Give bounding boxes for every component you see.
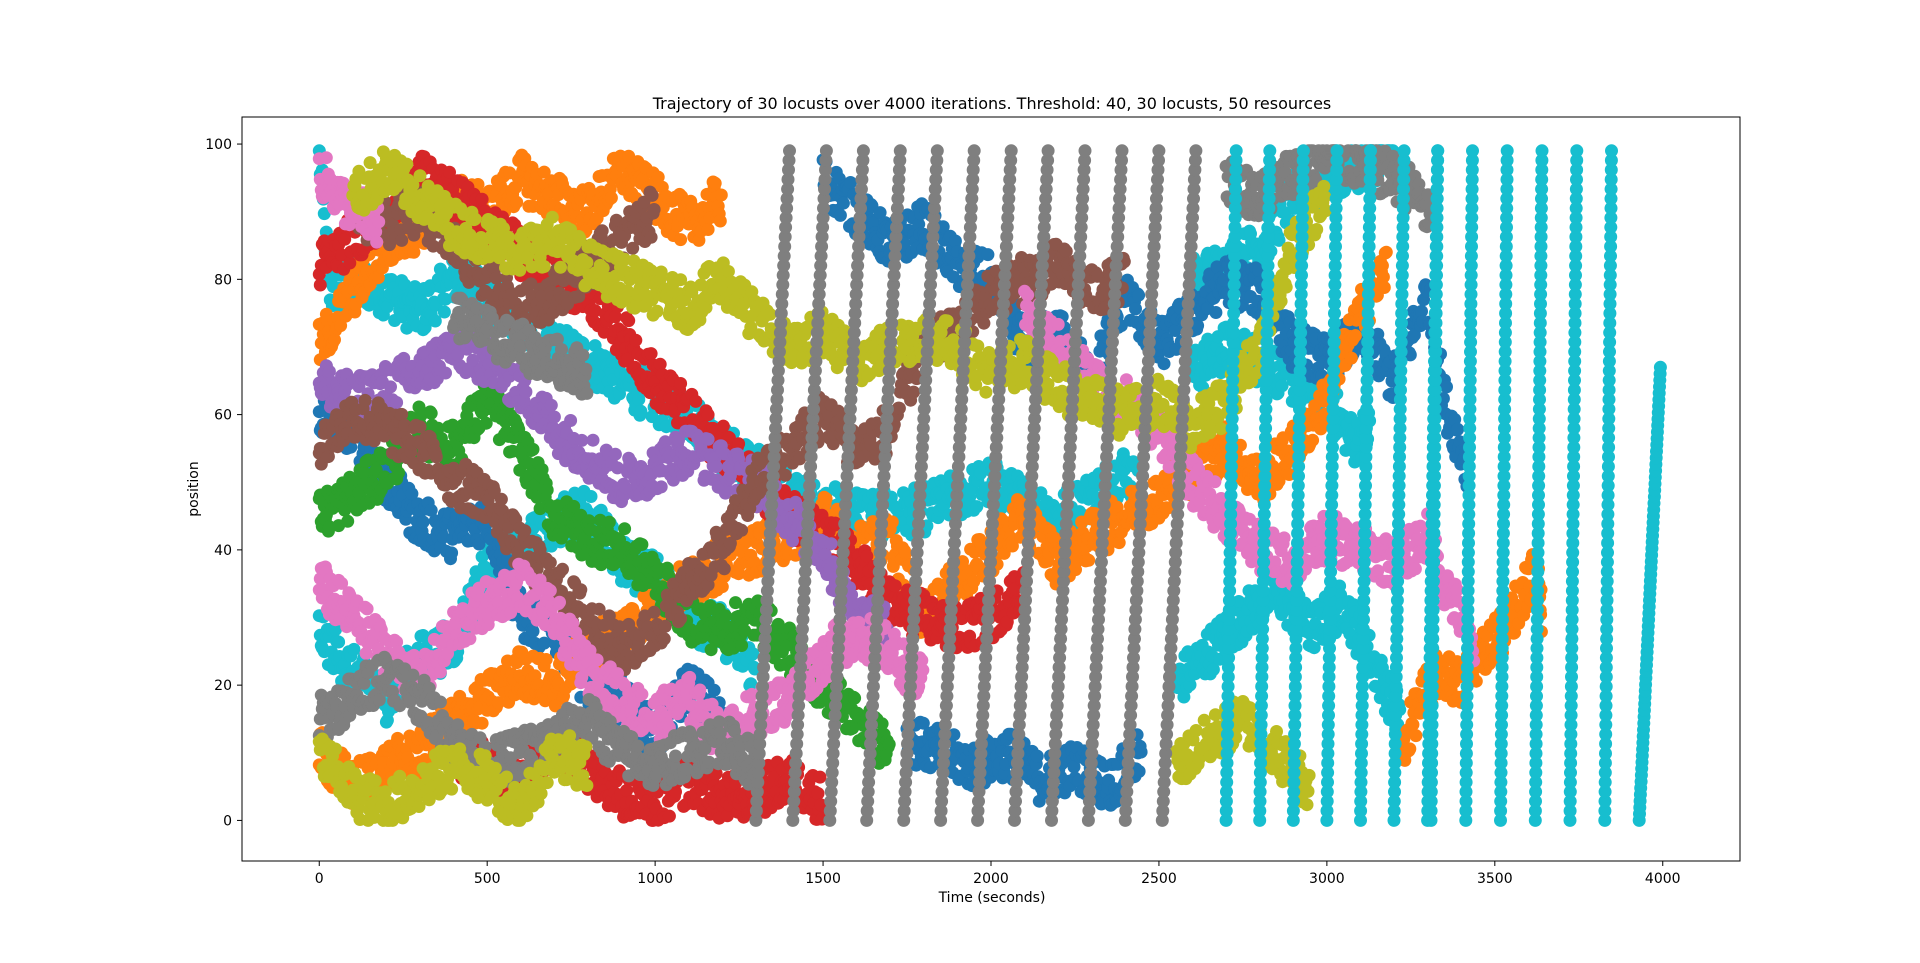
data-point xyxy=(1191,319,1205,333)
data-point xyxy=(1379,245,1393,259)
data-point xyxy=(424,503,438,517)
chart-title: Trajectory of 30 locusts over 4000 itera… xyxy=(652,94,1332,113)
data-point xyxy=(437,305,451,319)
data-point xyxy=(445,546,459,560)
data-point xyxy=(819,492,833,506)
data-point xyxy=(1409,729,1423,743)
data-point xyxy=(707,683,721,697)
data-point xyxy=(1030,749,1044,763)
data-point xyxy=(1275,379,1289,393)
data-point xyxy=(1232,595,1246,608)
data-point xyxy=(424,406,438,420)
data-point xyxy=(332,635,346,649)
data-point xyxy=(746,647,760,661)
data-point xyxy=(1157,357,1171,371)
data-point xyxy=(537,636,551,650)
plot-marks xyxy=(312,144,1667,827)
data-point xyxy=(540,483,554,497)
data-point xyxy=(1206,663,1220,676)
data-point xyxy=(317,207,331,221)
data-point xyxy=(634,404,648,418)
data-point xyxy=(475,550,489,564)
data-point xyxy=(1082,553,1096,567)
data-point xyxy=(948,234,962,248)
data-point xyxy=(714,188,728,202)
data-point xyxy=(1440,380,1453,394)
data-point xyxy=(713,214,727,228)
data-point xyxy=(970,500,984,514)
data-point xyxy=(428,314,442,328)
data-point xyxy=(1306,433,1320,447)
data-point xyxy=(936,220,950,234)
data-point xyxy=(867,216,881,230)
data-point xyxy=(833,208,847,222)
data-point xyxy=(526,442,540,456)
data-point xyxy=(1209,306,1223,319)
data-point xyxy=(1129,302,1142,316)
data-point xyxy=(510,195,524,209)
data-point xyxy=(416,515,430,529)
data-point xyxy=(1132,764,1146,778)
data-point xyxy=(405,487,419,501)
data-point xyxy=(1348,329,1362,343)
data-point xyxy=(1132,288,1146,302)
data-point xyxy=(1403,742,1417,756)
data-point xyxy=(674,233,688,247)
data-point xyxy=(1134,745,1148,759)
data-point xyxy=(584,490,598,503)
data-point xyxy=(604,191,618,205)
data-point xyxy=(341,514,355,528)
data-point xyxy=(708,176,722,190)
data-point xyxy=(1307,641,1321,655)
data-point xyxy=(1272,233,1286,247)
data-point xyxy=(1451,422,1465,436)
data-point xyxy=(347,642,361,656)
data-point xyxy=(946,270,960,284)
data-point xyxy=(701,223,715,236)
data-point xyxy=(1377,281,1391,294)
data-point xyxy=(844,176,857,189)
data-point xyxy=(1375,259,1389,273)
data-point xyxy=(1214,366,1228,380)
data-point xyxy=(1168,324,1182,337)
data-point xyxy=(392,466,406,480)
data-point xyxy=(329,623,342,637)
data-point xyxy=(526,624,540,638)
data-point xyxy=(912,217,926,231)
data-point xyxy=(400,321,414,335)
data-point xyxy=(836,196,850,210)
data-point xyxy=(1344,351,1358,365)
data-point xyxy=(475,716,489,730)
data-point xyxy=(539,653,553,666)
data-point xyxy=(602,515,616,529)
data-point xyxy=(981,248,995,262)
data-point xyxy=(873,206,887,220)
data-point xyxy=(1406,718,1420,732)
data-point xyxy=(744,677,758,691)
